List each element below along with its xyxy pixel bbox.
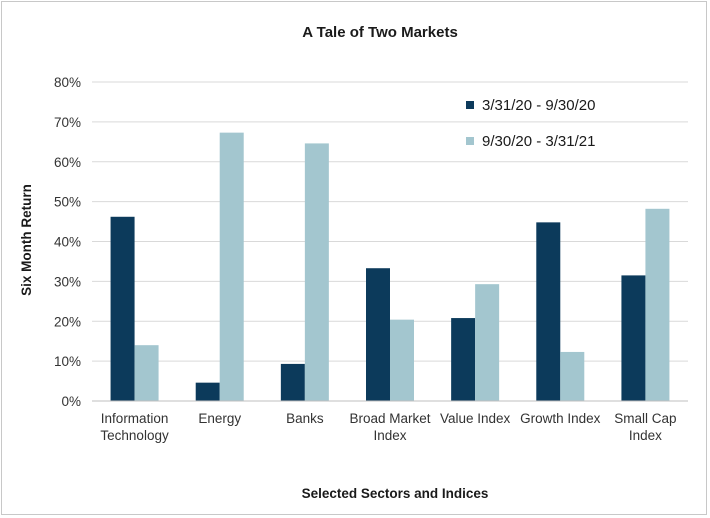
x-axis-title: Selected Sectors and Indices (302, 486, 489, 501)
bar-series-2 (560, 351, 585, 401)
y-tick-label: 30% (54, 274, 81, 289)
y-tick-label: 80% (54, 75, 81, 90)
bar-series-2 (304, 143, 329, 401)
x-tick-label: Banks (286, 411, 324, 426)
legend-label: 9/30/20 - 3/31/21 (482, 133, 595, 150)
bar-series-1 (110, 216, 135, 401)
chart-title: A Tale of Two Markets (302, 24, 458, 41)
bar-series-2 (134, 345, 159, 401)
y-tick-label: 40% (54, 235, 81, 250)
bar-series-2 (645, 208, 670, 401)
legend-swatch (466, 137, 474, 145)
x-tick-label: Value Index (440, 411, 511, 426)
legend-swatch (466, 101, 474, 109)
bar-series-1 (195, 382, 220, 401)
y-axis-title: Six Month Return (19, 184, 34, 296)
bar-series-2 (219, 132, 244, 402)
legend-label: 3/31/20 - 9/30/20 (482, 97, 595, 114)
x-axis-ticks: Information Technology Energy Banks Broad Ma… (100, 411, 676, 443)
bar-series-2 (390, 319, 414, 401)
x-tick-label: Information Technology (100, 411, 169, 443)
bar-series-1 (366, 268, 390, 401)
bar-series-1 (621, 275, 646, 401)
bars (110, 132, 670, 402)
y-tick-label: 10% (54, 354, 81, 369)
x-tick-label: Broad Market Index (349, 411, 430, 443)
legend: 3/31/20 - 9/30/20 9/30/20 - 3/31/21 (466, 97, 595, 150)
y-tick-label: 70% (54, 115, 81, 130)
y-tick-label: 60% (54, 155, 81, 170)
bar-series-1 (536, 222, 561, 401)
bar-series-2 (475, 284, 500, 401)
y-tick-label: 50% (54, 195, 81, 210)
y-axis-ticks: 0% 10% 20% 30% 40% 50% 60% 70% 80% (54, 75, 81, 409)
y-tick-label: 0% (61, 394, 81, 409)
bar-series-1 (280, 363, 305, 401)
gridlines (92, 81, 688, 362)
x-tick-label: Small Cap Index (614, 411, 676, 443)
x-tick-label: Energy (198, 411, 241, 426)
bar-series-1 (451, 318, 476, 401)
y-tick-label: 20% (54, 314, 81, 329)
x-tick-label: Growth Index (520, 411, 601, 426)
